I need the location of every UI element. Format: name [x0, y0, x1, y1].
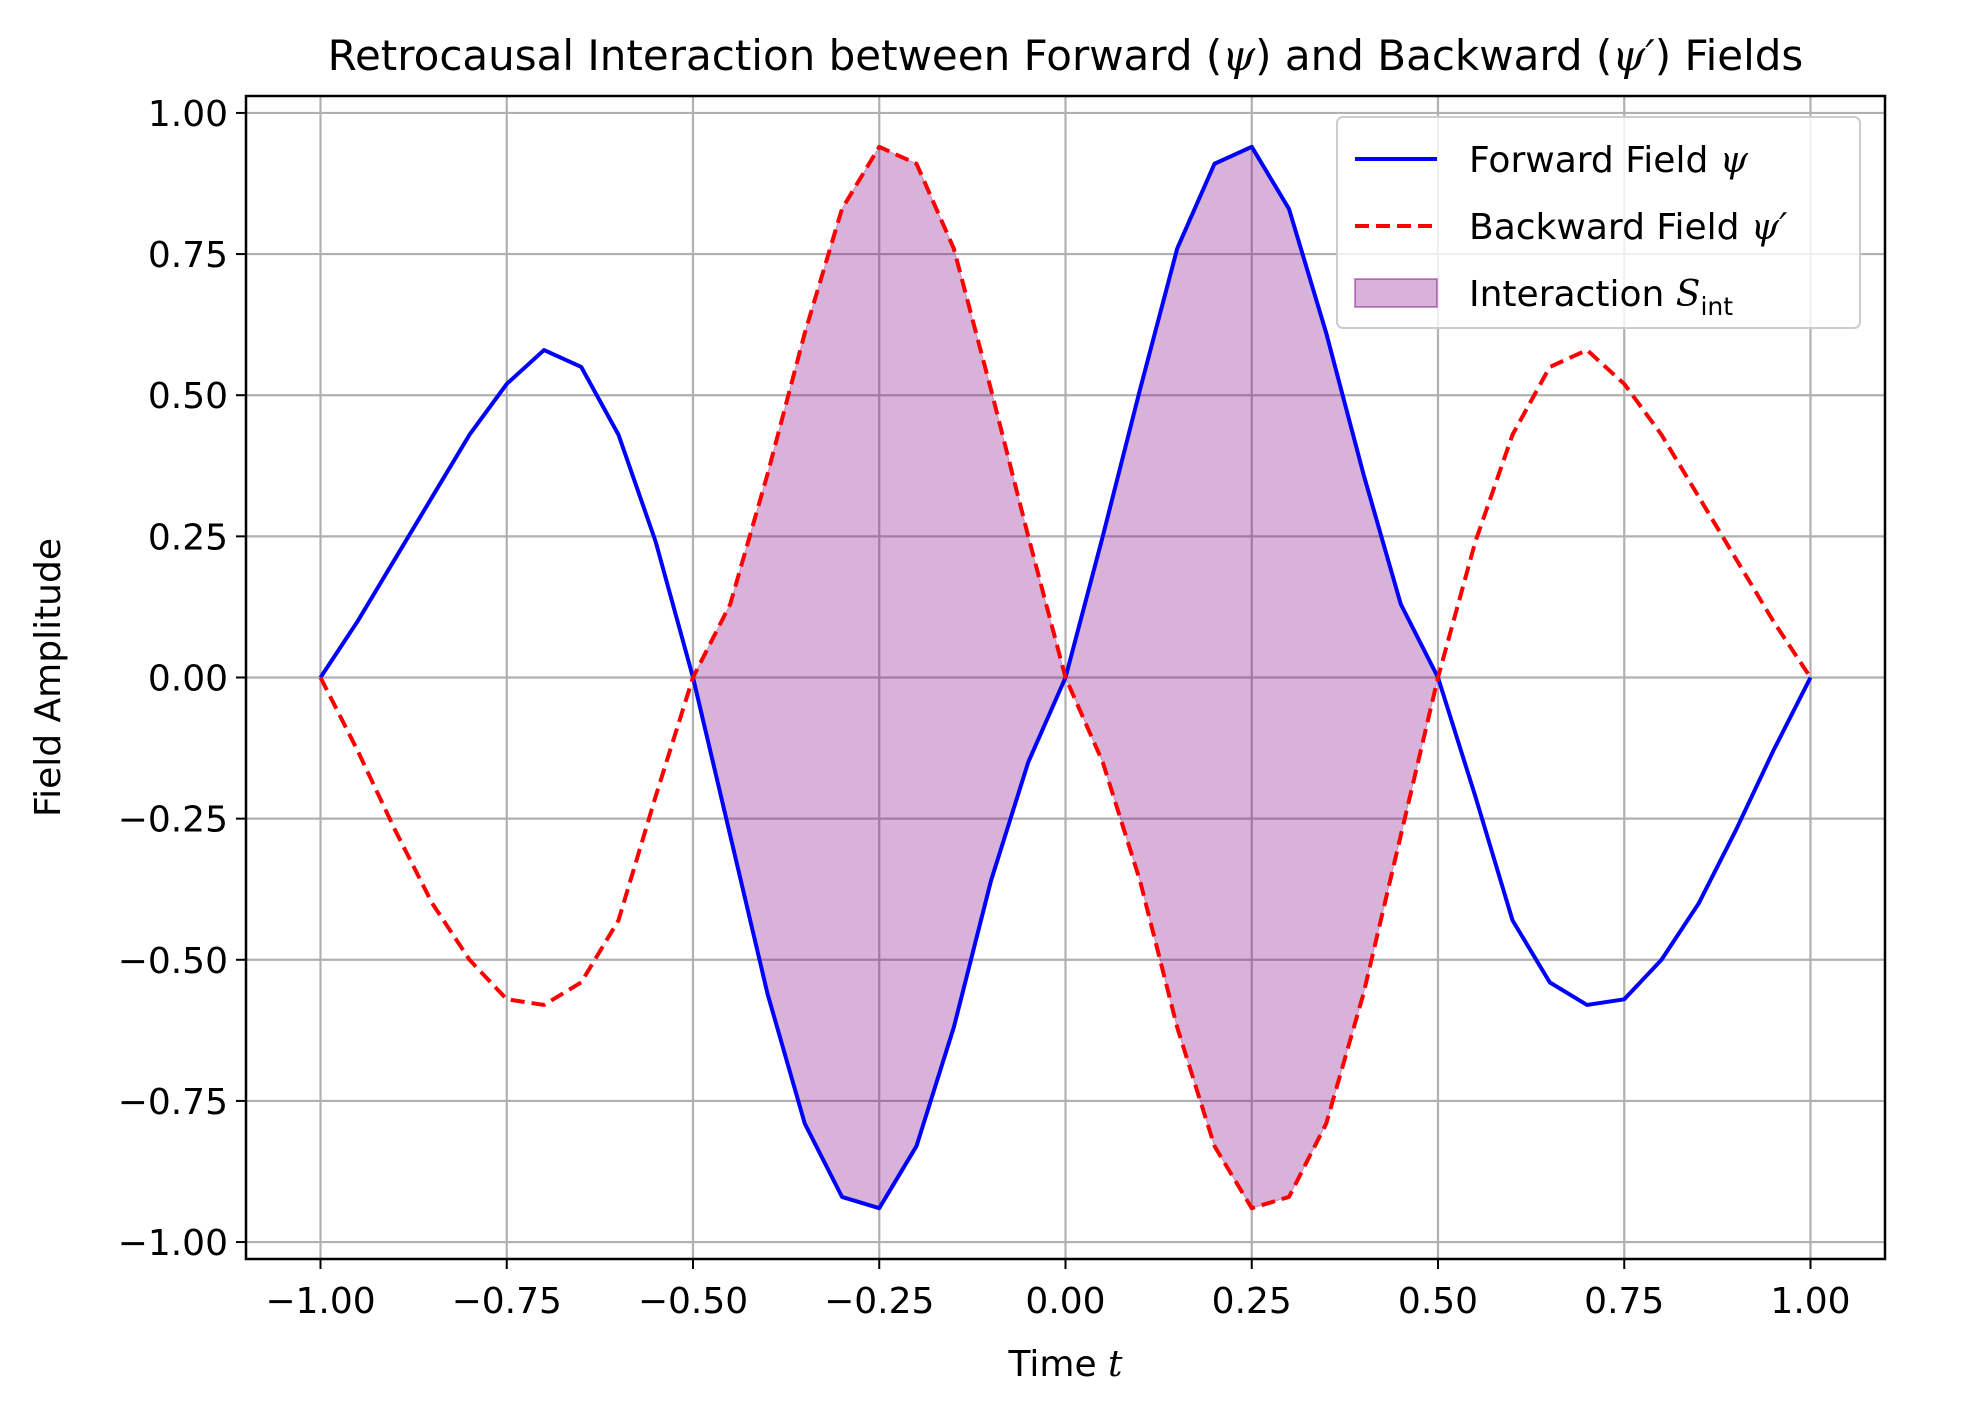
x-tick-label: 0.75 — [1584, 1281, 1664, 1322]
legend-label: Forward Field ψ — [1469, 140, 1749, 181]
text-segment: ) Fields — [1655, 31, 1804, 80]
text-segment: ψ′ — [1751, 207, 1787, 248]
x-tick-label: 0.50 — [1398, 1281, 1478, 1322]
y-tick-label: 0.50 — [148, 376, 228, 417]
series-layer — [318, 144, 1813, 1211]
chart-title: Retrocausal Interaction between Forward … — [328, 31, 1804, 80]
x-axis-title: Time t — [1007, 1344, 1123, 1385]
text-segment: S — [1676, 274, 1701, 315]
y-axis-title: Field Amplitude — [28, 538, 69, 817]
text-segment: Forward Field — [1469, 140, 1720, 181]
text-segment: ψ′ — [1612, 31, 1655, 80]
text-segment: Retrocausal Interaction between Forward … — [328, 31, 1223, 80]
y-tick-label: −0.75 — [118, 1082, 228, 1123]
text-segment: ψ — [1222, 31, 1256, 80]
x-axis-ticks: −1.00 −0.75 −0.50 −0.25 0.00 0.25 0.50 0.75 1.00 — [265, 1259, 1851, 1322]
legend-label: Interaction Sint — [1469, 274, 1733, 321]
x-tick-label: −1.00 — [265, 1281, 375, 1322]
x-tick-label: 0.00 — [1025, 1281, 1105, 1322]
y-tick-label: 0.75 — [148, 235, 228, 276]
y-tick-label: 0.00 — [148, 659, 228, 700]
legend-entry-backward: Backward Field ψ′ — [1355, 207, 1787, 248]
text-segment: Interaction — [1469, 274, 1676, 315]
y-tick-label: 1.00 — [148, 94, 228, 135]
legend-label: Backward Field ψ′ — [1469, 207, 1787, 248]
y-tick-label: 0.25 — [148, 517, 228, 558]
backward-field-line — [318, 144, 1813, 1211]
legend-entry-interaction: Interaction Sint — [1354, 274, 1733, 321]
x-tick-label: 0.25 — [1212, 1281, 1292, 1322]
text-segment: int — [1700, 292, 1733, 321]
x-tick-label: −0.75 — [452, 1281, 562, 1322]
y-tick-label: −0.25 — [118, 800, 228, 841]
legend-entry-forward: Forward Field ψ — [1355, 140, 1749, 181]
legend: Forward Field ψ Backward Field ψ′ Interact… — [1336, 116, 1861, 329]
y-tick-label: −0.50 — [118, 941, 228, 982]
x-tick-label: −0.50 — [638, 1281, 748, 1322]
legend-box — [1336, 116, 1861, 329]
y-axis-ticks: −1.00 −0.75 −0.50 −0.25 0.00 0.25 0.50 0.75 1.00 — [118, 94, 246, 1264]
text-segment: Time — [1007, 1344, 1108, 1385]
legend-patch-swatch — [1354, 278, 1438, 308]
text-segment: Backward Field — [1469, 207, 1751, 248]
x-tick-label: 1.00 — [1770, 1281, 1850, 1322]
text-segment: ψ — [1720, 140, 1749, 181]
text-segment: t — [1108, 1344, 1123, 1385]
y-tick-label: −1.00 — [118, 1223, 228, 1264]
text-segment: ) and Backward ( — [1255, 31, 1612, 80]
x-tick-label: −0.25 — [824, 1281, 934, 1322]
